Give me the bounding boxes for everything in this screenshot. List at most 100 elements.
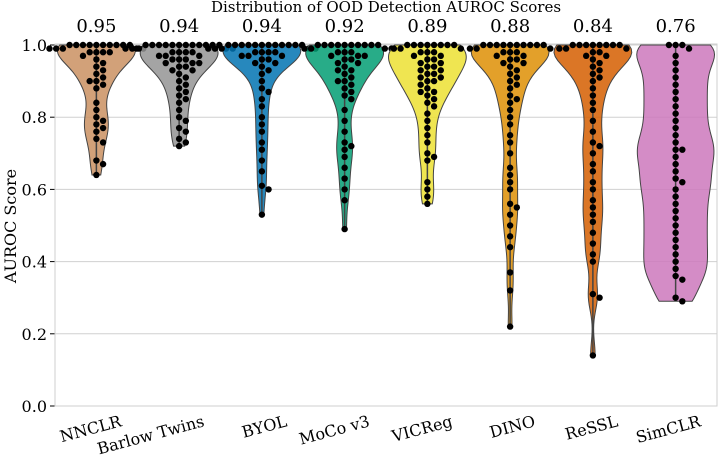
- point: [672, 215, 679, 222]
- mean-label: 0.94: [159, 16, 199, 37]
- point: [513, 74, 521, 81]
- point: [93, 63, 100, 70]
- point: [258, 95, 266, 103]
- point: [616, 41, 623, 49]
- point: [506, 63, 514, 70]
- point: [424, 41, 431, 49]
- point: [99, 139, 107, 146]
- point: [589, 77, 597, 85]
- point: [135, 45, 143, 52]
- point: [341, 77, 348, 85]
- point: [582, 52, 590, 60]
- point: [506, 323, 514, 330]
- point: [672, 146, 679, 153]
- point: [430, 77, 438, 85]
- point: [424, 92, 431, 99]
- point: [93, 77, 100, 85]
- point: [506, 200, 514, 208]
- point: [307, 45, 315, 52]
- point: [348, 88, 355, 96]
- point: [46, 45, 53, 52]
- point: [506, 121, 514, 128]
- point: [93, 49, 100, 56]
- point: [169, 49, 176, 56]
- point: [285, 41, 292, 49]
- point: [175, 49, 183, 56]
- point: [162, 52, 169, 60]
- point: [301, 45, 308, 52]
- point: [99, 67, 107, 74]
- point: [341, 106, 348, 114]
- y-tick-label: 0.2: [22, 325, 47, 344]
- point: [189, 49, 196, 56]
- point: [225, 41, 232, 49]
- point: [175, 92, 183, 99]
- point: [341, 49, 348, 56]
- point: [672, 229, 679, 236]
- point: [589, 128, 597, 135]
- point: [122, 45, 129, 52]
- point: [205, 45, 212, 52]
- point: [589, 186, 597, 193]
- point: [334, 67, 342, 74]
- point: [672, 110, 679, 117]
- point: [679, 298, 686, 305]
- point: [390, 45, 398, 52]
- point: [500, 41, 507, 49]
- point: [196, 52, 203, 60]
- point: [348, 74, 355, 81]
- point: [480, 41, 487, 49]
- y-tick-label: 0.6: [22, 180, 47, 199]
- point: [589, 85, 597, 92]
- point: [540, 41, 547, 49]
- point: [424, 139, 431, 146]
- point: [410, 52, 418, 60]
- point: [520, 59, 527, 67]
- point: [93, 157, 100, 164]
- point: [106, 49, 113, 56]
- point: [486, 41, 494, 49]
- point: [86, 49, 93, 56]
- x-tick-label: DINO: [488, 412, 538, 442]
- point: [589, 99, 597, 106]
- mean-label: 0.89: [407, 16, 447, 37]
- point: [424, 117, 431, 125]
- point: [73, 41, 80, 49]
- point: [533, 41, 541, 49]
- point: [334, 49, 342, 56]
- point: [93, 56, 100, 63]
- point: [348, 49, 355, 56]
- point: [348, 56, 355, 63]
- point: [672, 236, 679, 244]
- point: [354, 59, 362, 67]
- point: [582, 41, 590, 49]
- point: [672, 81, 679, 88]
- point: [182, 139, 190, 146]
- point: [169, 67, 176, 74]
- point: [672, 74, 679, 81]
- point: [424, 200, 431, 208]
- point: [424, 150, 431, 157]
- point: [556, 45, 563, 52]
- point: [589, 92, 597, 99]
- point: [672, 193, 679, 200]
- point: [189, 59, 196, 67]
- point: [265, 56, 272, 63]
- point: [589, 41, 597, 49]
- point: [182, 41, 190, 49]
- point: [672, 59, 679, 67]
- point: [86, 77, 93, 85]
- point: [596, 67, 603, 74]
- point: [258, 56, 266, 63]
- point: [430, 70, 438, 78]
- point: [506, 211, 514, 218]
- mean-label: 0.92: [325, 16, 365, 37]
- point: [506, 233, 514, 240]
- point: [672, 67, 679, 74]
- point: [278, 52, 286, 60]
- point: [506, 139, 514, 146]
- point: [113, 41, 120, 49]
- point: [79, 41, 87, 49]
- point: [258, 103, 266, 110]
- point: [93, 114, 100, 121]
